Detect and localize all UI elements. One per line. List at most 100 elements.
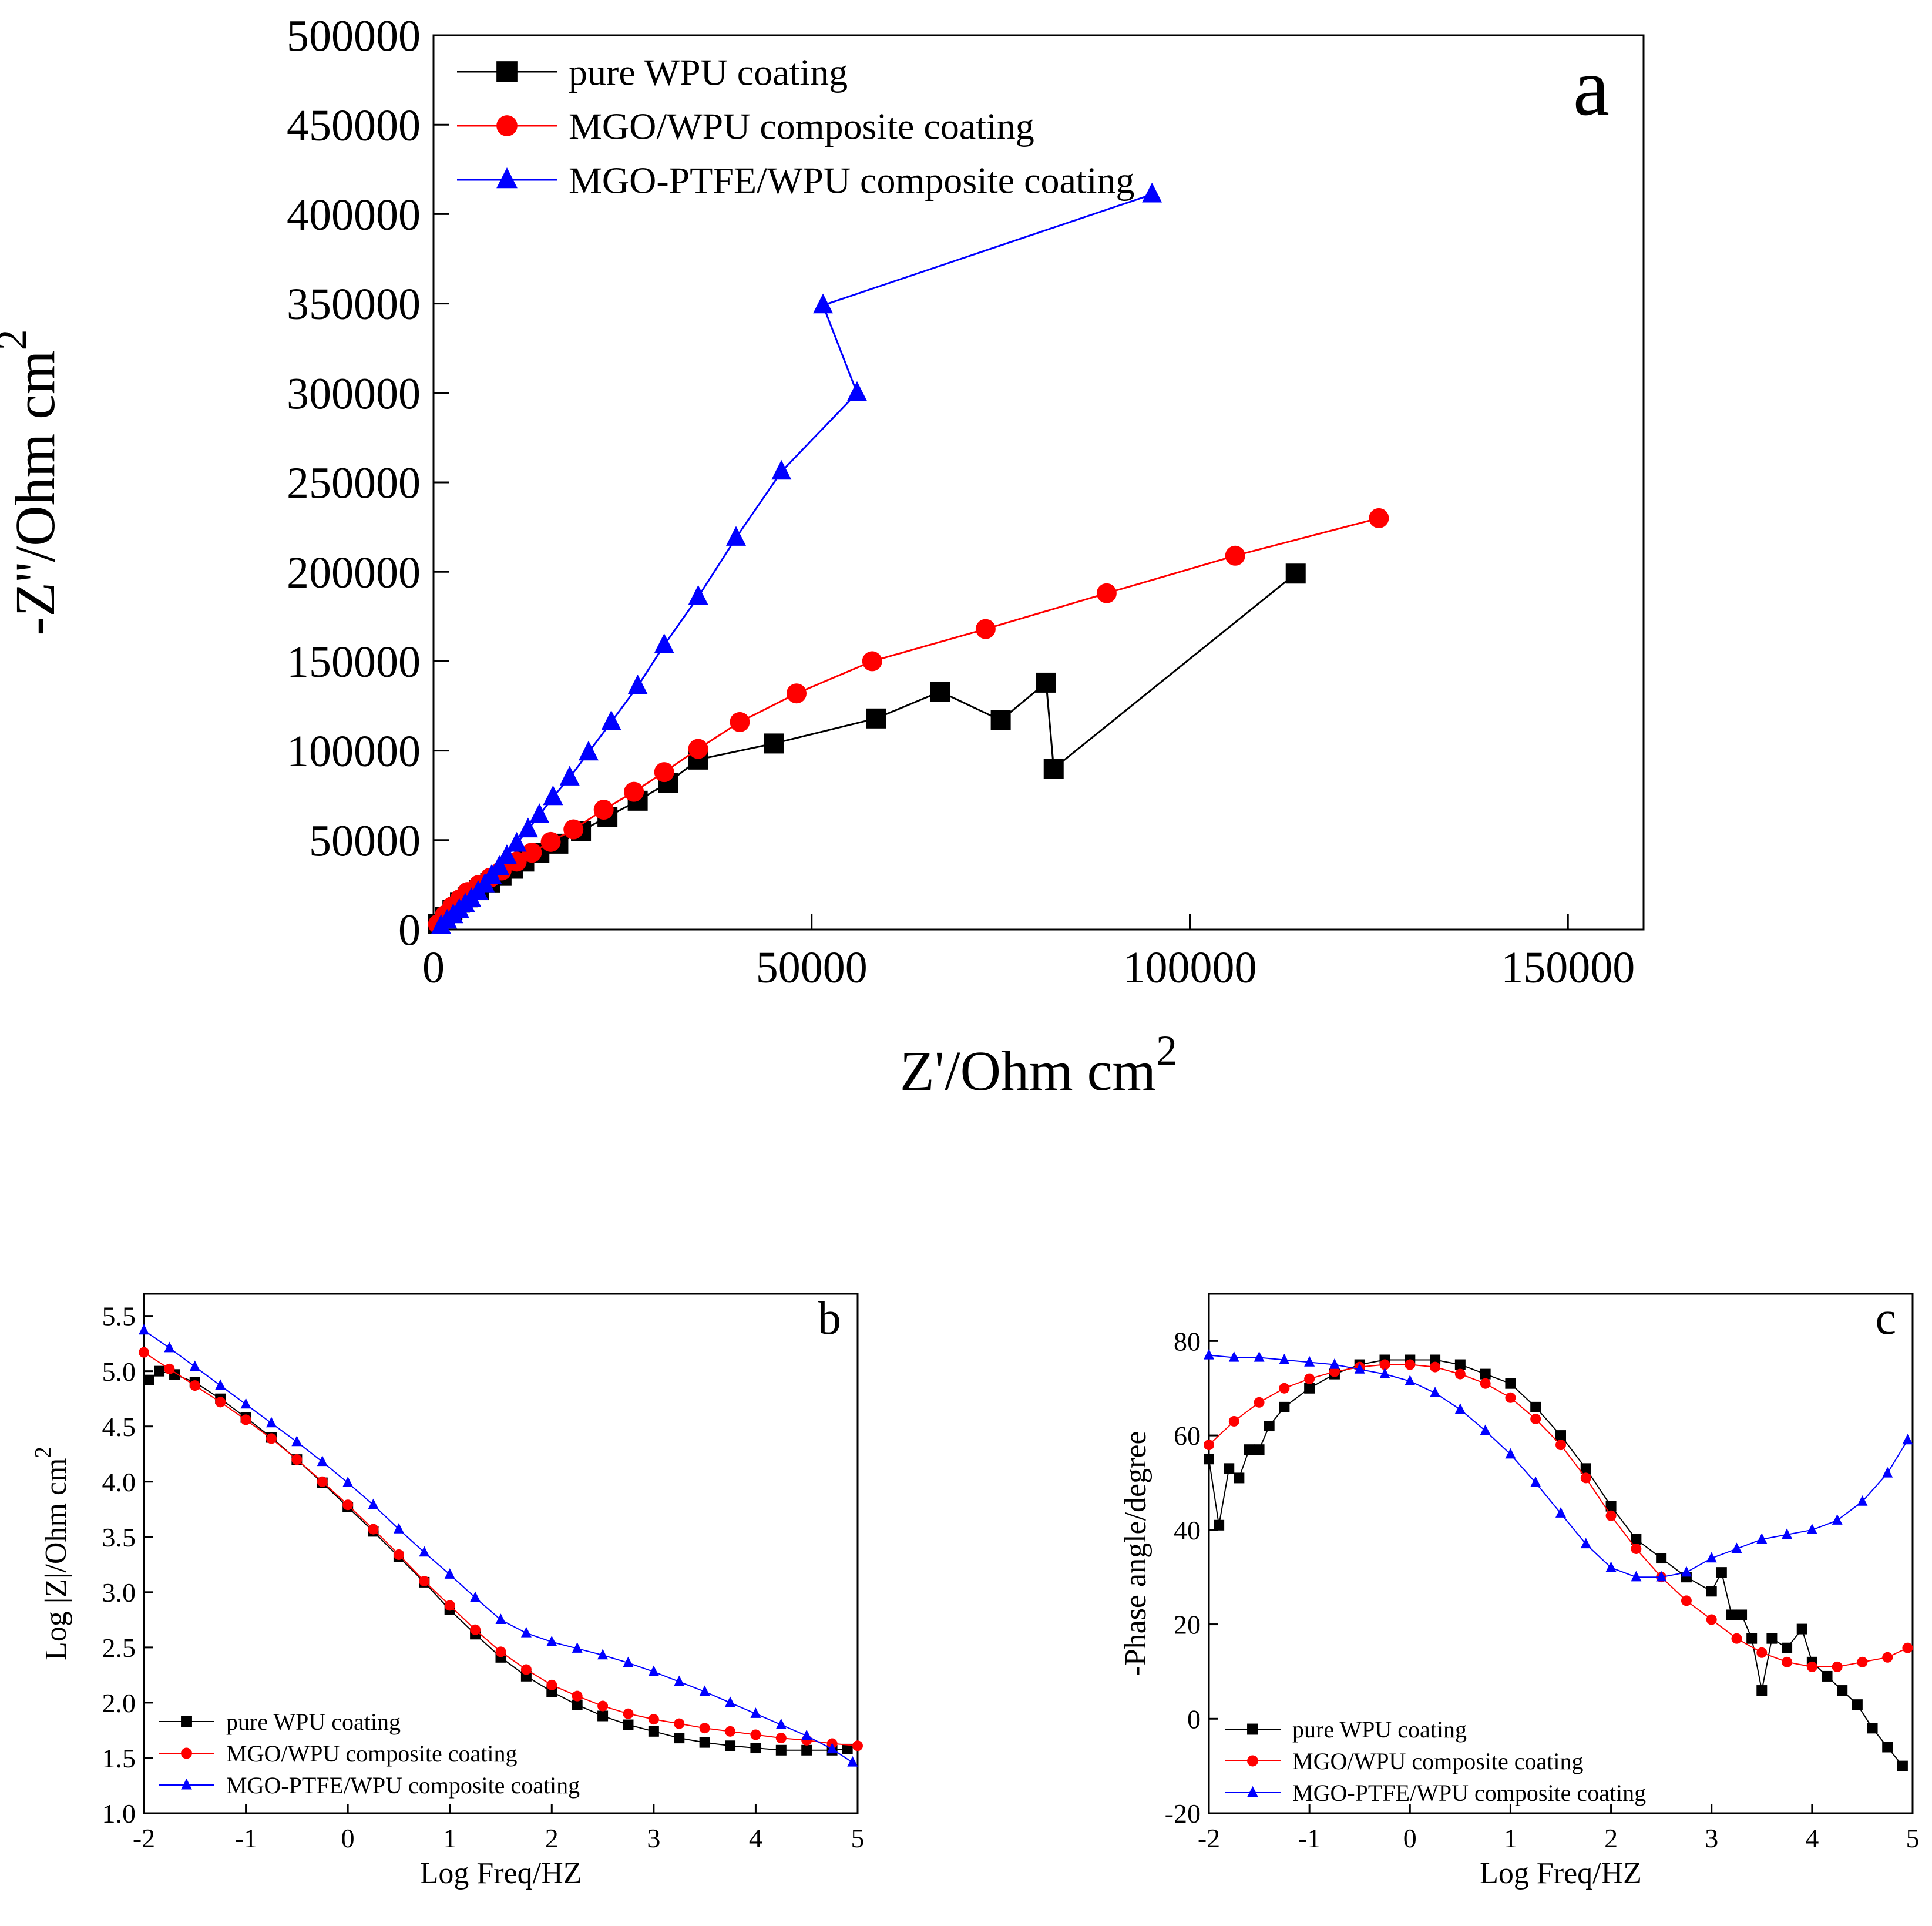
data-point bbox=[1605, 1561, 1617, 1572]
data-point bbox=[1530, 1401, 1541, 1412]
y-tick-label: 3.0 bbox=[102, 1578, 136, 1608]
data-point bbox=[1234, 1472, 1245, 1484]
data-point bbox=[1304, 1383, 1315, 1394]
x-tick-label: 5 bbox=[1906, 1823, 1920, 1853]
data-point bbox=[674, 1733, 685, 1744]
data-point bbox=[393, 1549, 404, 1560]
data-point bbox=[1852, 1699, 1863, 1710]
data-point bbox=[1882, 1742, 1893, 1753]
y-tick-label: 2.0 bbox=[102, 1688, 136, 1718]
y-tick-label: 1.0 bbox=[102, 1799, 136, 1828]
data-point bbox=[1681, 1595, 1692, 1606]
x-tick-label: 2 bbox=[1604, 1823, 1618, 1853]
data-point bbox=[1706, 1586, 1717, 1597]
legend-label: pure WPU coating bbox=[569, 51, 848, 93]
data-point bbox=[1505, 1392, 1516, 1403]
data-point bbox=[470, 1624, 481, 1635]
x-axis-label-sup: 2 bbox=[1156, 1027, 1177, 1074]
y-tick-label: 3.5 bbox=[102, 1522, 136, 1552]
data-point bbox=[368, 1498, 379, 1509]
data-point bbox=[764, 733, 784, 754]
x-tick-label: 0 bbox=[341, 1823, 355, 1853]
panel-b: -2 -1 0 1 2 3 4 5 1.0 1.5 2.0 2.5 3.0 3.5 4.0 4.5 5.0 5.5… bbox=[31, 1293, 865, 1890]
data-point bbox=[813, 293, 834, 314]
y-tick-label: 2.5 bbox=[102, 1633, 136, 1663]
data-point bbox=[1902, 1434, 1913, 1445]
data-point bbox=[1832, 1514, 1843, 1525]
data-point bbox=[1254, 1444, 1265, 1455]
x-axis-label: Log Freq/HZ bbox=[1480, 1857, 1642, 1890]
y-tick-label: 400000 bbox=[287, 190, 421, 240]
x-tick-label: 4 bbox=[749, 1823, 762, 1853]
data-point bbox=[1043, 759, 1064, 779]
data-point bbox=[1279, 1383, 1290, 1394]
x-tick-label: 150000 bbox=[1501, 943, 1635, 992]
data-point bbox=[1857, 1495, 1868, 1506]
data-point bbox=[1782, 1642, 1793, 1653]
data-point bbox=[1096, 583, 1117, 603]
y-tick-label: 0 bbox=[1187, 1704, 1201, 1734]
y-tick-label: 20 bbox=[1174, 1610, 1201, 1640]
data-point bbox=[1867, 1723, 1878, 1734]
y-tick-label: 80 bbox=[1174, 1326, 1201, 1356]
series-line bbox=[143, 1330, 853, 1763]
series-1 bbox=[143, 1365, 853, 1756]
x-tick-label: -1 bbox=[1298, 1823, 1321, 1853]
x-tick-label: -2 bbox=[133, 1823, 155, 1853]
data-point bbox=[623, 1719, 634, 1730]
x-tick-label: 0 bbox=[1403, 1823, 1417, 1853]
series-line bbox=[143, 1351, 858, 1747]
data-point bbox=[1454, 1403, 1466, 1414]
data-point bbox=[444, 1600, 455, 1611]
data-point bbox=[1580, 1472, 1591, 1484]
data-point bbox=[654, 762, 674, 783]
plot-frame bbox=[143, 1293, 859, 1814]
data-point bbox=[1480, 1378, 1491, 1389]
panel-a: 0 50000 100000 150000 0 50000 100000 150000 2000… bbox=[0, 12, 1645, 1102]
data-point bbox=[842, 1743, 853, 1754]
data-point bbox=[164, 1341, 175, 1353]
data-point bbox=[725, 1696, 736, 1707]
data-point bbox=[1379, 1359, 1390, 1370]
data-point bbox=[164, 1363, 175, 1374]
data-point bbox=[139, 1347, 149, 1358]
data-point bbox=[496, 844, 517, 864]
y-tick-label: 250000 bbox=[287, 459, 421, 508]
data-point bbox=[520, 1664, 532, 1675]
data-point bbox=[1681, 1566, 1692, 1577]
data-point bbox=[1279, 1353, 1290, 1364]
series-1 bbox=[1204, 1354, 1908, 1771]
data-point bbox=[266, 1417, 277, 1428]
data-point bbox=[1530, 1413, 1541, 1424]
data-point bbox=[291, 1435, 303, 1447]
legend-marker bbox=[496, 115, 518, 136]
data-point bbox=[775, 1744, 787, 1756]
data-point bbox=[801, 1729, 812, 1740]
series-2 bbox=[1204, 1359, 1913, 1672]
data-point bbox=[444, 1568, 455, 1579]
data-point bbox=[1656, 1571, 1667, 1582]
data-point bbox=[1379, 1368, 1390, 1378]
data-point bbox=[1716, 1567, 1727, 1578]
data-point bbox=[623, 1656, 634, 1667]
data-point bbox=[1796, 1623, 1807, 1635]
data-point bbox=[559, 766, 580, 786]
data-point bbox=[540, 831, 561, 852]
data-point bbox=[1756, 1647, 1768, 1658]
data-point bbox=[1731, 1633, 1742, 1644]
y-axis-label: Log |Z|/Ohm cm2 bbox=[31, 1447, 73, 1660]
data-point bbox=[1555, 1430, 1566, 1441]
y-tick-label: 300000 bbox=[287, 369, 421, 418]
legend: pure WPU coating MGO/WPU composite coatin… bbox=[1225, 1716, 1646, 1806]
data-point bbox=[1731, 1542, 1742, 1553]
data-point bbox=[546, 1679, 557, 1690]
data-point bbox=[1505, 1448, 1516, 1459]
data-point bbox=[1882, 1652, 1893, 1663]
y-tick-label: 40 bbox=[1174, 1515, 1201, 1545]
data-point bbox=[1285, 563, 1306, 584]
data-point bbox=[1902, 1642, 1913, 1653]
x-tick-label: 1 bbox=[1504, 1823, 1517, 1853]
data-point bbox=[419, 1576, 430, 1587]
data-point bbox=[1806, 1661, 1817, 1672]
